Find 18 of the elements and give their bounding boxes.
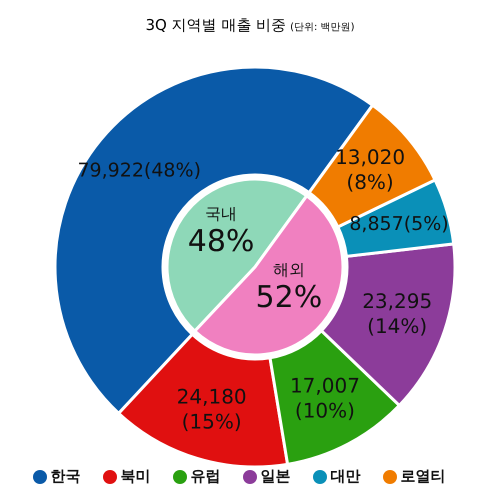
legend-label: 유럽 xyxy=(190,467,220,485)
chart-subtitle: (단위: 백만원) xyxy=(290,22,354,33)
legend-label: 로열티 xyxy=(400,467,446,485)
data-label: 8,857(5%) xyxy=(349,213,449,236)
data-label: 24,180 (15%) xyxy=(176,385,247,434)
legend-label: 한국 xyxy=(50,467,80,485)
slice-label: 국내 xyxy=(205,204,238,223)
data-label: 52% xyxy=(256,280,322,316)
data-label: 79,922(48%) xyxy=(77,160,202,182)
slice-label: 해외 xyxy=(272,260,305,280)
data-label: 48% xyxy=(188,224,254,259)
data-label: 23,295 (14%) xyxy=(362,289,432,338)
data-label: 17,007 (10%) xyxy=(290,374,360,424)
legend-label: 대만 xyxy=(330,467,360,485)
data-label: 13,020 (8%) xyxy=(335,145,406,194)
chart-title: 3Q 지역별 매출 비중 xyxy=(145,16,286,34)
legend-label: 일본 xyxy=(260,467,290,485)
legend-label: 북미 xyxy=(120,467,150,485)
